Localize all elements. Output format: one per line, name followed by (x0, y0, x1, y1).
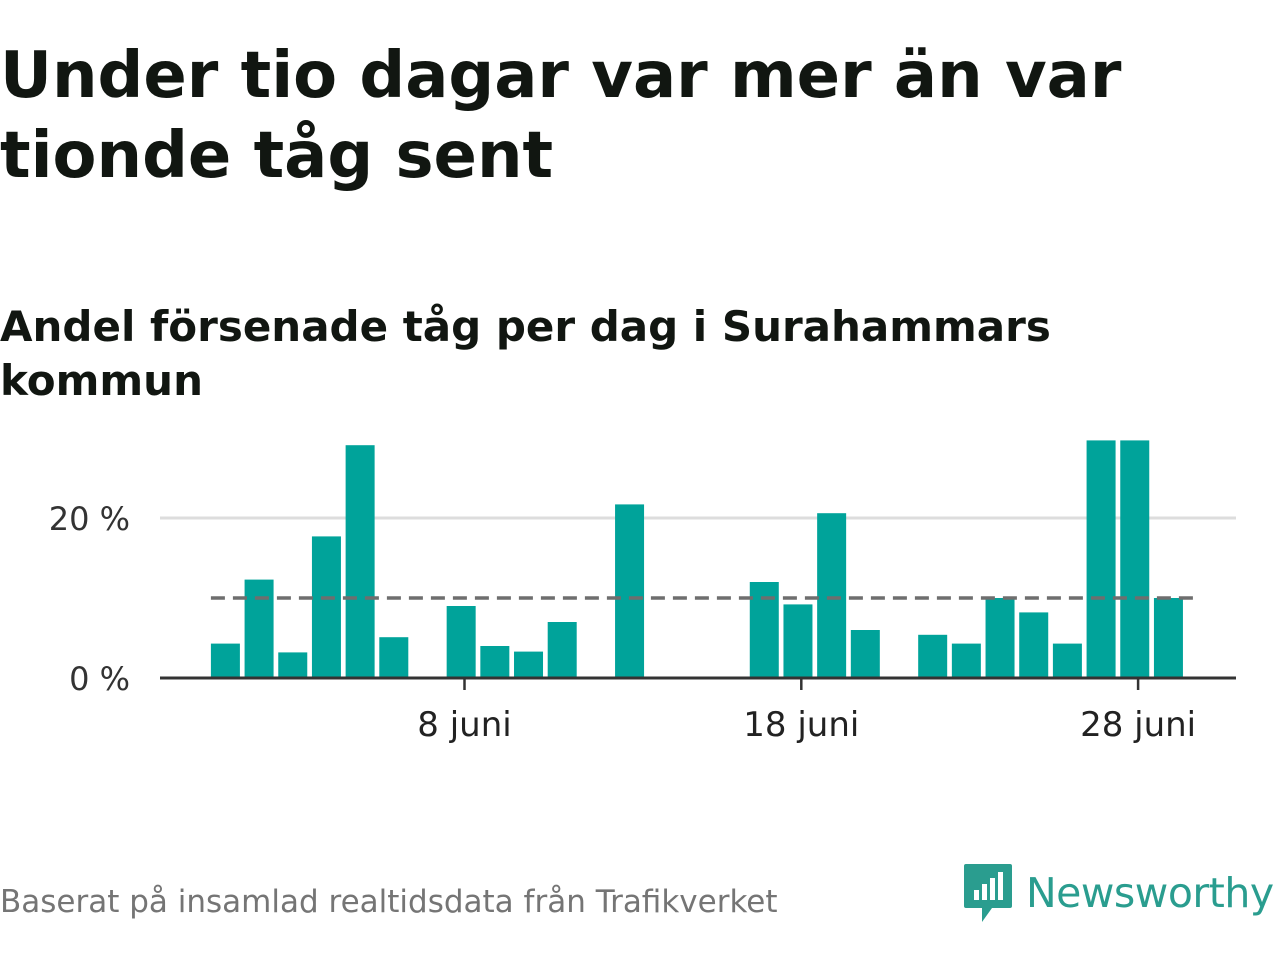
chart-title: Under tio dagar var mer än var tionde tå… (0, 39, 1122, 193)
y-tick-label: 20 % (49, 500, 130, 538)
chart-subtitle: Andel försenade tåg per dag i Surahammar… (0, 302, 1051, 405)
bar[interactable] (918, 634, 948, 678)
bar[interactable] (1120, 440, 1150, 678)
bar[interactable] (311, 536, 341, 678)
x-tick-label: 18 juni (743, 705, 859, 745)
source-note: Baserat på insamlad realtidsdata från Tr… (0, 884, 778, 920)
bar[interactable] (1086, 440, 1116, 678)
x-tick-label: 28 juni (1080, 705, 1196, 745)
bar[interactable] (480, 646, 510, 678)
bar[interactable] (514, 651, 544, 678)
bar[interactable] (1019, 612, 1049, 678)
bar[interactable] (783, 604, 813, 678)
bar[interactable] (210, 643, 240, 678)
bar[interactable] (446, 606, 476, 678)
brand-logo[interactable]: Newsworthy (962, 862, 1274, 924)
bar[interactable] (379, 637, 409, 678)
y-tick-label: 0 % (69, 660, 130, 698)
brand-name: Newsworthy (1026, 869, 1274, 917)
bar[interactable] (850, 630, 880, 678)
bar-chart: 0 % 20 % 8 juni 18 juni 28 juni (49, 440, 1236, 745)
bar[interactable] (278, 652, 308, 678)
bar[interactable] (951, 643, 981, 678)
bar[interactable] (817, 513, 847, 678)
x-tick-label: 8 juni (417, 705, 511, 745)
bar[interactable] (985, 598, 1015, 678)
bar[interactable] (615, 504, 645, 678)
bar-chart-speech-bubble-icon (964, 864, 1012, 922)
bar[interactable] (547, 622, 577, 678)
bar[interactable] (345, 445, 375, 678)
bar[interactable] (244, 579, 274, 678)
bar[interactable] (1153, 598, 1183, 678)
bar[interactable] (1052, 643, 1082, 678)
